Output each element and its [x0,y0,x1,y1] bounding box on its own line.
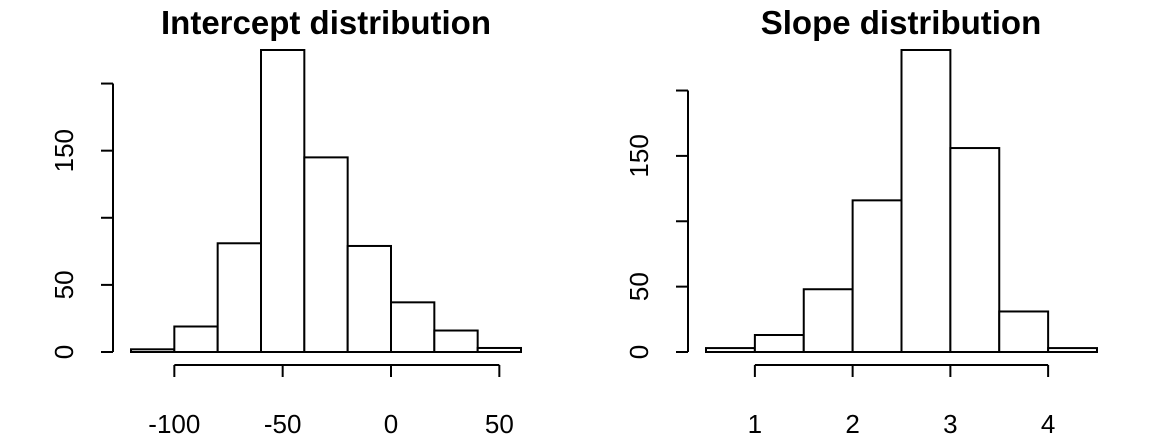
intercept-histogram-bar [433,329,479,353]
intercept-histogram-bar [130,348,176,353]
slope-x-tick-label: 3 [943,409,957,439]
slope-y-tick-label: 50 [624,272,654,301]
intercept-histogram-panel: Intercept distribution 0 50 150 -100 -50 0 50 [49,4,522,439]
intercept-x-tick-label: 50 [485,409,514,439]
intercept-x-tick-label: 0 [384,409,398,439]
intercept-histogram-bar [476,346,522,353]
intercept-histogram-bar [346,244,392,353]
intercept-x-tick-label: -50 [264,409,302,439]
slope-x-tick-label: 1 [748,409,762,439]
slope-y-tick-label: 0 [624,345,654,359]
slope-histogram-title: Slope distribution [761,4,1041,41]
intercept-histogram-bar [260,49,306,353]
intercept-histogram-bar [216,242,263,353]
slope-histogram-bar [802,288,854,354]
intercept-y-tick-label: 0 [49,345,79,359]
intercept-y-tick-label: 150 [49,129,79,172]
slope-histogram-bar [900,49,952,353]
intercept-histogram-bar [173,325,219,353]
slope-histogram-bar [705,347,756,353]
slope-histogram-bar [998,310,1050,353]
slope-y-tick-label: 150 [624,134,654,177]
slope-x-tick-label: 2 [845,409,859,439]
intercept-x-tick-label: -100 [148,409,200,439]
intercept-y-tick-label: 50 [49,270,79,299]
slope-x-tick-label: 4 [1041,409,1055,439]
slope-histogram-bar [949,147,1001,353]
slope-histogram-bar [753,334,805,354]
slope-histogram-bar [851,199,903,353]
slope-histogram-panel: Slope distribution 0 50 150 1 2 3 4 [624,4,1098,439]
intercept-histogram-bar [390,301,436,353]
slope-histogram-bar [1047,347,1098,353]
intercept-histogram-title: Intercept distribution [161,4,491,41]
intercept-histogram-bar [303,156,349,353]
